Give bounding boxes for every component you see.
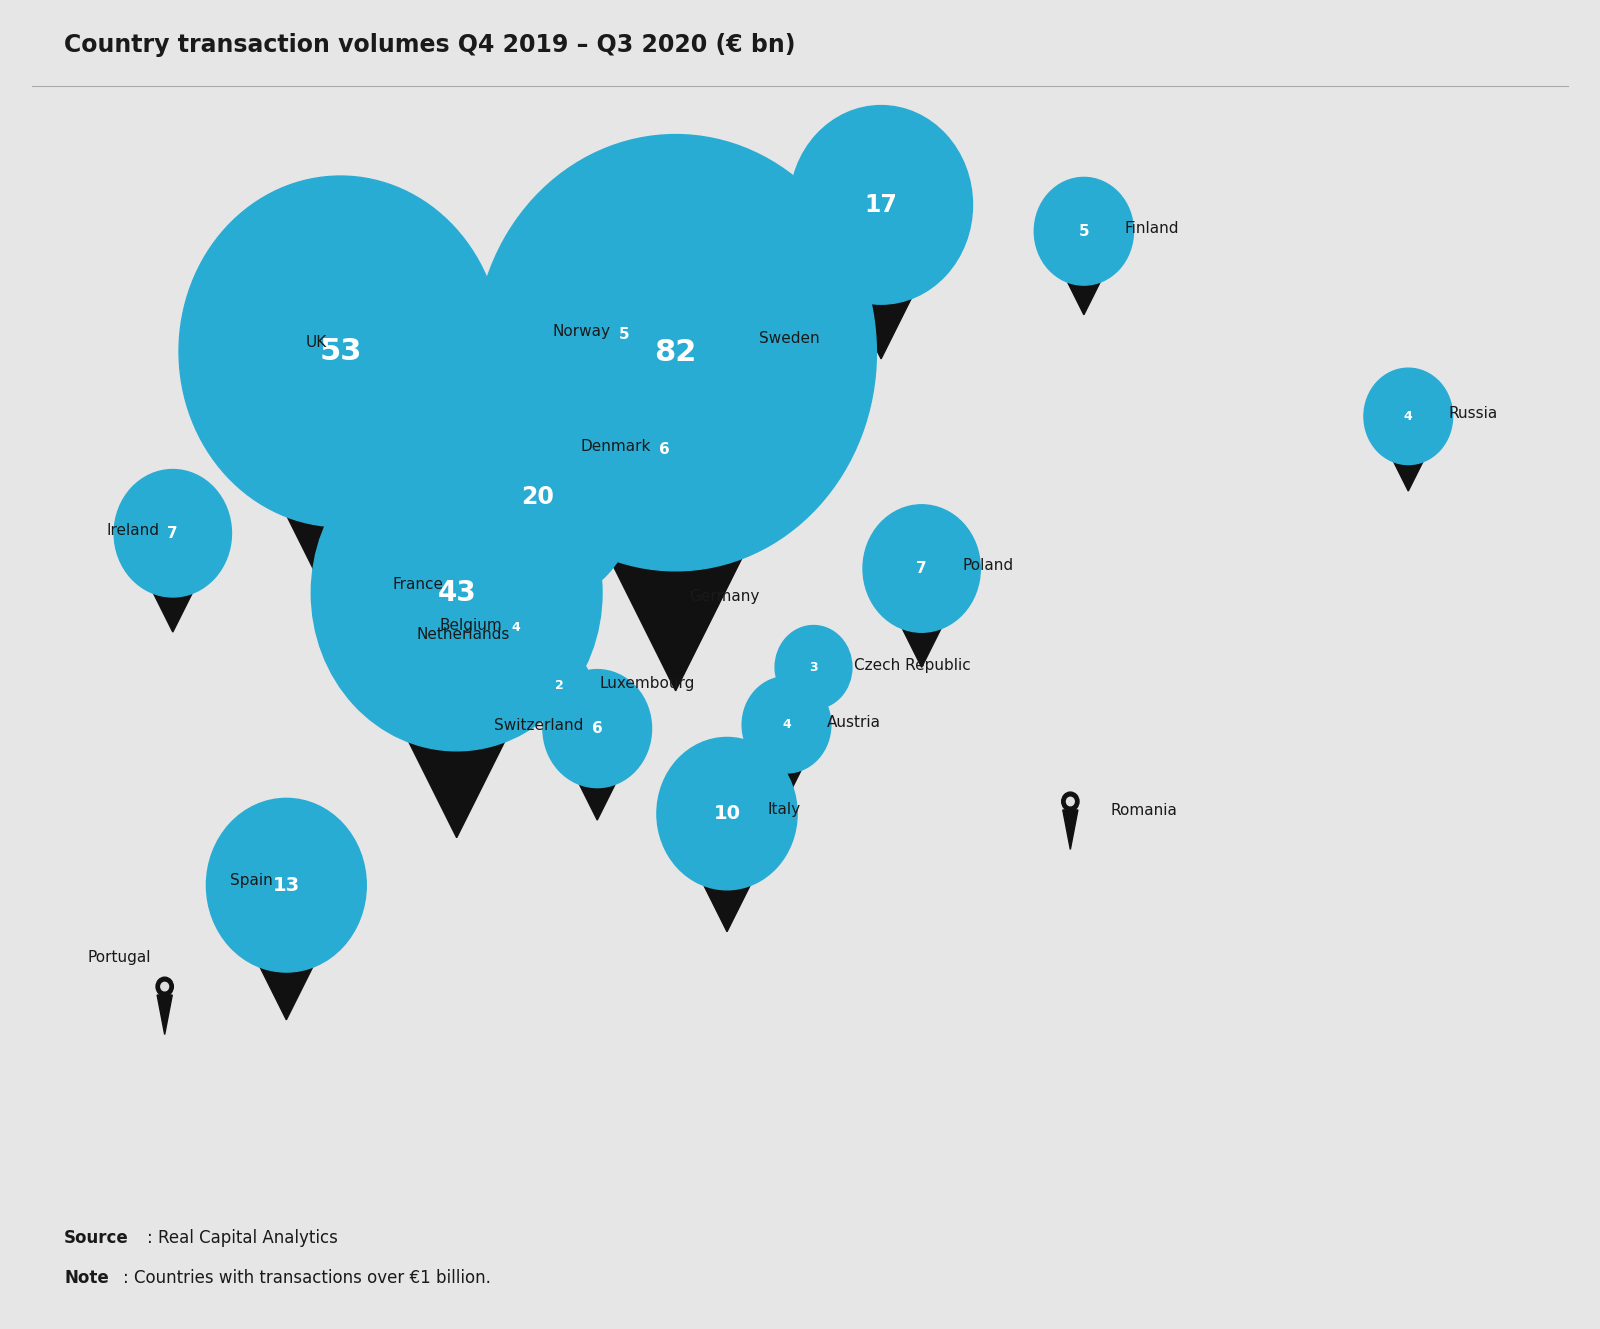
Text: 17: 17 bbox=[864, 193, 898, 217]
Circle shape bbox=[528, 651, 590, 719]
Text: Czech Republic: Czech Republic bbox=[854, 658, 971, 672]
Text: 7: 7 bbox=[168, 526, 178, 541]
Circle shape bbox=[1067, 797, 1074, 805]
Circle shape bbox=[206, 799, 366, 971]
Text: Austria: Austria bbox=[827, 715, 882, 730]
Circle shape bbox=[160, 982, 168, 991]
Polygon shape bbox=[899, 623, 944, 667]
Text: Russia: Russia bbox=[1450, 407, 1498, 421]
Text: 10: 10 bbox=[714, 804, 741, 823]
Polygon shape bbox=[501, 589, 576, 664]
Polygon shape bbox=[576, 779, 618, 820]
Circle shape bbox=[774, 626, 851, 708]
Text: Switzerland: Switzerland bbox=[494, 718, 584, 734]
Text: : Countries with transactions over €1 billion.: : Countries with transactions over €1 bi… bbox=[123, 1269, 491, 1288]
Polygon shape bbox=[157, 995, 173, 1034]
Text: 20: 20 bbox=[522, 485, 554, 509]
Text: 4: 4 bbox=[1403, 409, 1413, 423]
Polygon shape bbox=[256, 960, 317, 1019]
Text: 3: 3 bbox=[810, 661, 818, 674]
Polygon shape bbox=[402, 727, 512, 837]
Polygon shape bbox=[278, 501, 402, 623]
Text: : Real Capital Analytics: : Real Capital Analytics bbox=[147, 1229, 338, 1248]
Circle shape bbox=[542, 670, 651, 788]
Circle shape bbox=[179, 175, 502, 526]
Text: Norway: Norway bbox=[552, 324, 611, 339]
Polygon shape bbox=[770, 766, 803, 800]
Circle shape bbox=[114, 469, 232, 597]
Text: Ireland: Ireland bbox=[106, 522, 160, 537]
Polygon shape bbox=[1062, 809, 1078, 849]
Text: UK: UK bbox=[306, 335, 326, 350]
Text: Portugal: Portugal bbox=[88, 950, 150, 965]
Text: Poland: Poland bbox=[962, 558, 1013, 573]
Text: 43: 43 bbox=[437, 579, 477, 607]
Polygon shape bbox=[600, 538, 752, 691]
Polygon shape bbox=[150, 587, 195, 633]
Text: Country transaction volumes Q4 2019 – Q3 2020 (€ bn): Country transaction volumes Q4 2019 – Q3… bbox=[64, 33, 795, 57]
Text: 53: 53 bbox=[320, 338, 362, 365]
Circle shape bbox=[1062, 792, 1078, 811]
Text: 2: 2 bbox=[555, 679, 563, 691]
Text: Netherlands: Netherlands bbox=[416, 627, 509, 642]
Circle shape bbox=[157, 977, 173, 995]
Text: Italy: Italy bbox=[768, 803, 800, 817]
Text: 82: 82 bbox=[654, 338, 698, 367]
Text: 7: 7 bbox=[917, 561, 926, 575]
Text: Denmark: Denmark bbox=[581, 439, 651, 455]
Circle shape bbox=[574, 280, 674, 388]
Polygon shape bbox=[645, 500, 685, 541]
Circle shape bbox=[438, 389, 637, 605]
Text: 4: 4 bbox=[512, 622, 520, 634]
Text: Belgium: Belgium bbox=[440, 618, 502, 633]
Text: 5: 5 bbox=[1078, 223, 1090, 239]
Text: Germany: Germany bbox=[690, 589, 760, 605]
Text: Finland: Finland bbox=[1125, 221, 1179, 237]
Text: Sweden: Sweden bbox=[760, 331, 821, 346]
Circle shape bbox=[472, 579, 560, 676]
Text: 4: 4 bbox=[782, 718, 790, 731]
Text: 6: 6 bbox=[592, 722, 603, 736]
Circle shape bbox=[1363, 368, 1453, 465]
Polygon shape bbox=[499, 668, 533, 703]
Circle shape bbox=[742, 676, 830, 773]
Circle shape bbox=[475, 134, 877, 571]
Polygon shape bbox=[547, 714, 571, 738]
Polygon shape bbox=[846, 290, 915, 359]
Circle shape bbox=[611, 391, 718, 509]
Text: 13: 13 bbox=[272, 876, 299, 894]
Text: Romania: Romania bbox=[1110, 804, 1178, 819]
Polygon shape bbox=[798, 703, 829, 732]
Text: France: France bbox=[392, 578, 443, 593]
Polygon shape bbox=[1066, 276, 1102, 315]
Text: 6: 6 bbox=[659, 443, 670, 457]
Text: Luxembourg: Luxembourg bbox=[600, 676, 696, 691]
Text: Spain: Spain bbox=[230, 873, 274, 888]
Circle shape bbox=[862, 505, 981, 633]
Text: Source: Source bbox=[64, 1229, 128, 1248]
Text: Note: Note bbox=[64, 1269, 109, 1288]
Circle shape bbox=[1034, 177, 1133, 286]
Circle shape bbox=[312, 435, 602, 751]
Circle shape bbox=[790, 105, 973, 304]
Text: 5: 5 bbox=[619, 327, 629, 342]
Polygon shape bbox=[701, 878, 754, 932]
Circle shape bbox=[658, 738, 797, 890]
Polygon shape bbox=[1392, 457, 1426, 490]
Polygon shape bbox=[605, 380, 643, 417]
